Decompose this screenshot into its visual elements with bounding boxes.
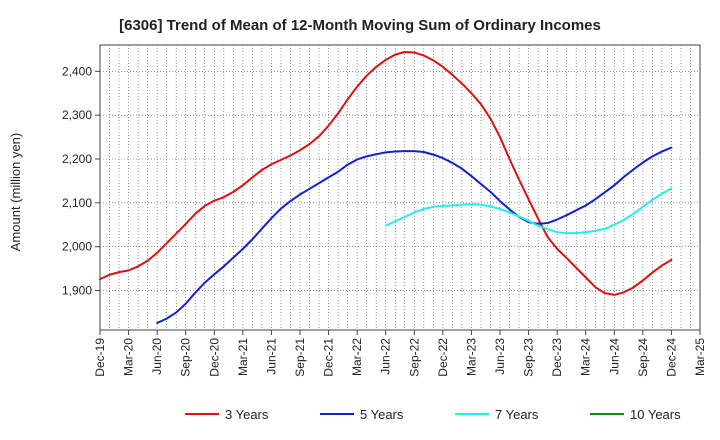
plot-frame (99, 44, 701, 331)
x-tick-label: Dec-20 (207, 338, 221, 377)
series-line-3-years (99, 51, 673, 296)
x-tick-label: Jun-24 (607, 338, 621, 375)
y-tick-label: 2,000 (62, 240, 92, 254)
x-tick-label: Dec-24 (664, 338, 678, 377)
y-tick-label: 1,900 (62, 284, 92, 298)
x-tick-label: Dec-22 (436, 338, 450, 377)
y-tick-label: 2,400 (62, 64, 92, 78)
x-tick-label: Jun-21 (264, 338, 278, 375)
legend-label-5-years: 5 Years (360, 407, 404, 422)
y-tick-label: 2,200 (62, 152, 92, 166)
y-tick-label: 2,100 (62, 196, 92, 210)
x-tick-label: Jun-20 (150, 338, 164, 375)
x-tick-label: Sep-24 (636, 338, 650, 377)
chart-title: [6306] Trend of Mean of 12-Month Moving … (119, 17, 601, 34)
x-tick-label: Mar-25 (693, 338, 707, 376)
x-tick-label: Mar-20 (122, 338, 136, 376)
legend-label-10-years: 10 Years (630, 407, 681, 422)
x-axis: Dec-19 Mar-20 Jun-20 Sep-20 Dec-20 Mar-21 Jun-… (93, 330, 707, 377)
legend-label-7-years: 7 Years (495, 407, 539, 422)
y-axis-label: Amount (million yen) (8, 133, 23, 252)
gridlines (100, 45, 700, 330)
x-tick-label: Sep-21 (293, 338, 307, 377)
x-tick-label: Mar-22 (350, 338, 364, 376)
x-tick-label: Dec-21 (322, 338, 336, 377)
x-tick-label: Sep-23 (522, 338, 536, 377)
series-layer (99, 51, 673, 324)
series-line-7-years (384, 187, 673, 235)
x-tick-label: Mar-23 (464, 338, 478, 376)
series-line-5-years (156, 146, 673, 324)
x-tick-label: Jun-23 (493, 338, 507, 375)
x-tick-label: Dec-19 (93, 338, 107, 377)
y-axis: 1,900 2,000 2,100 2,200 2,300 2,400 (62, 64, 100, 298)
x-tick-label: Jun-22 (379, 338, 393, 375)
x-tick-label: Mar-21 (236, 338, 250, 376)
y-tick-label: 2,300 (62, 108, 92, 122)
x-tick-label: Dec-23 (550, 338, 564, 377)
x-tick-label: Sep-22 (407, 338, 421, 377)
x-tick-label: Sep-20 (179, 338, 193, 377)
x-tick-label: Mar-24 (579, 338, 593, 376)
legend: 3 Years 5 Years 7 Years 10 Years (185, 407, 681, 422)
plot-area (100, 45, 700, 330)
legend-label-3-years: 3 Years (225, 407, 269, 422)
